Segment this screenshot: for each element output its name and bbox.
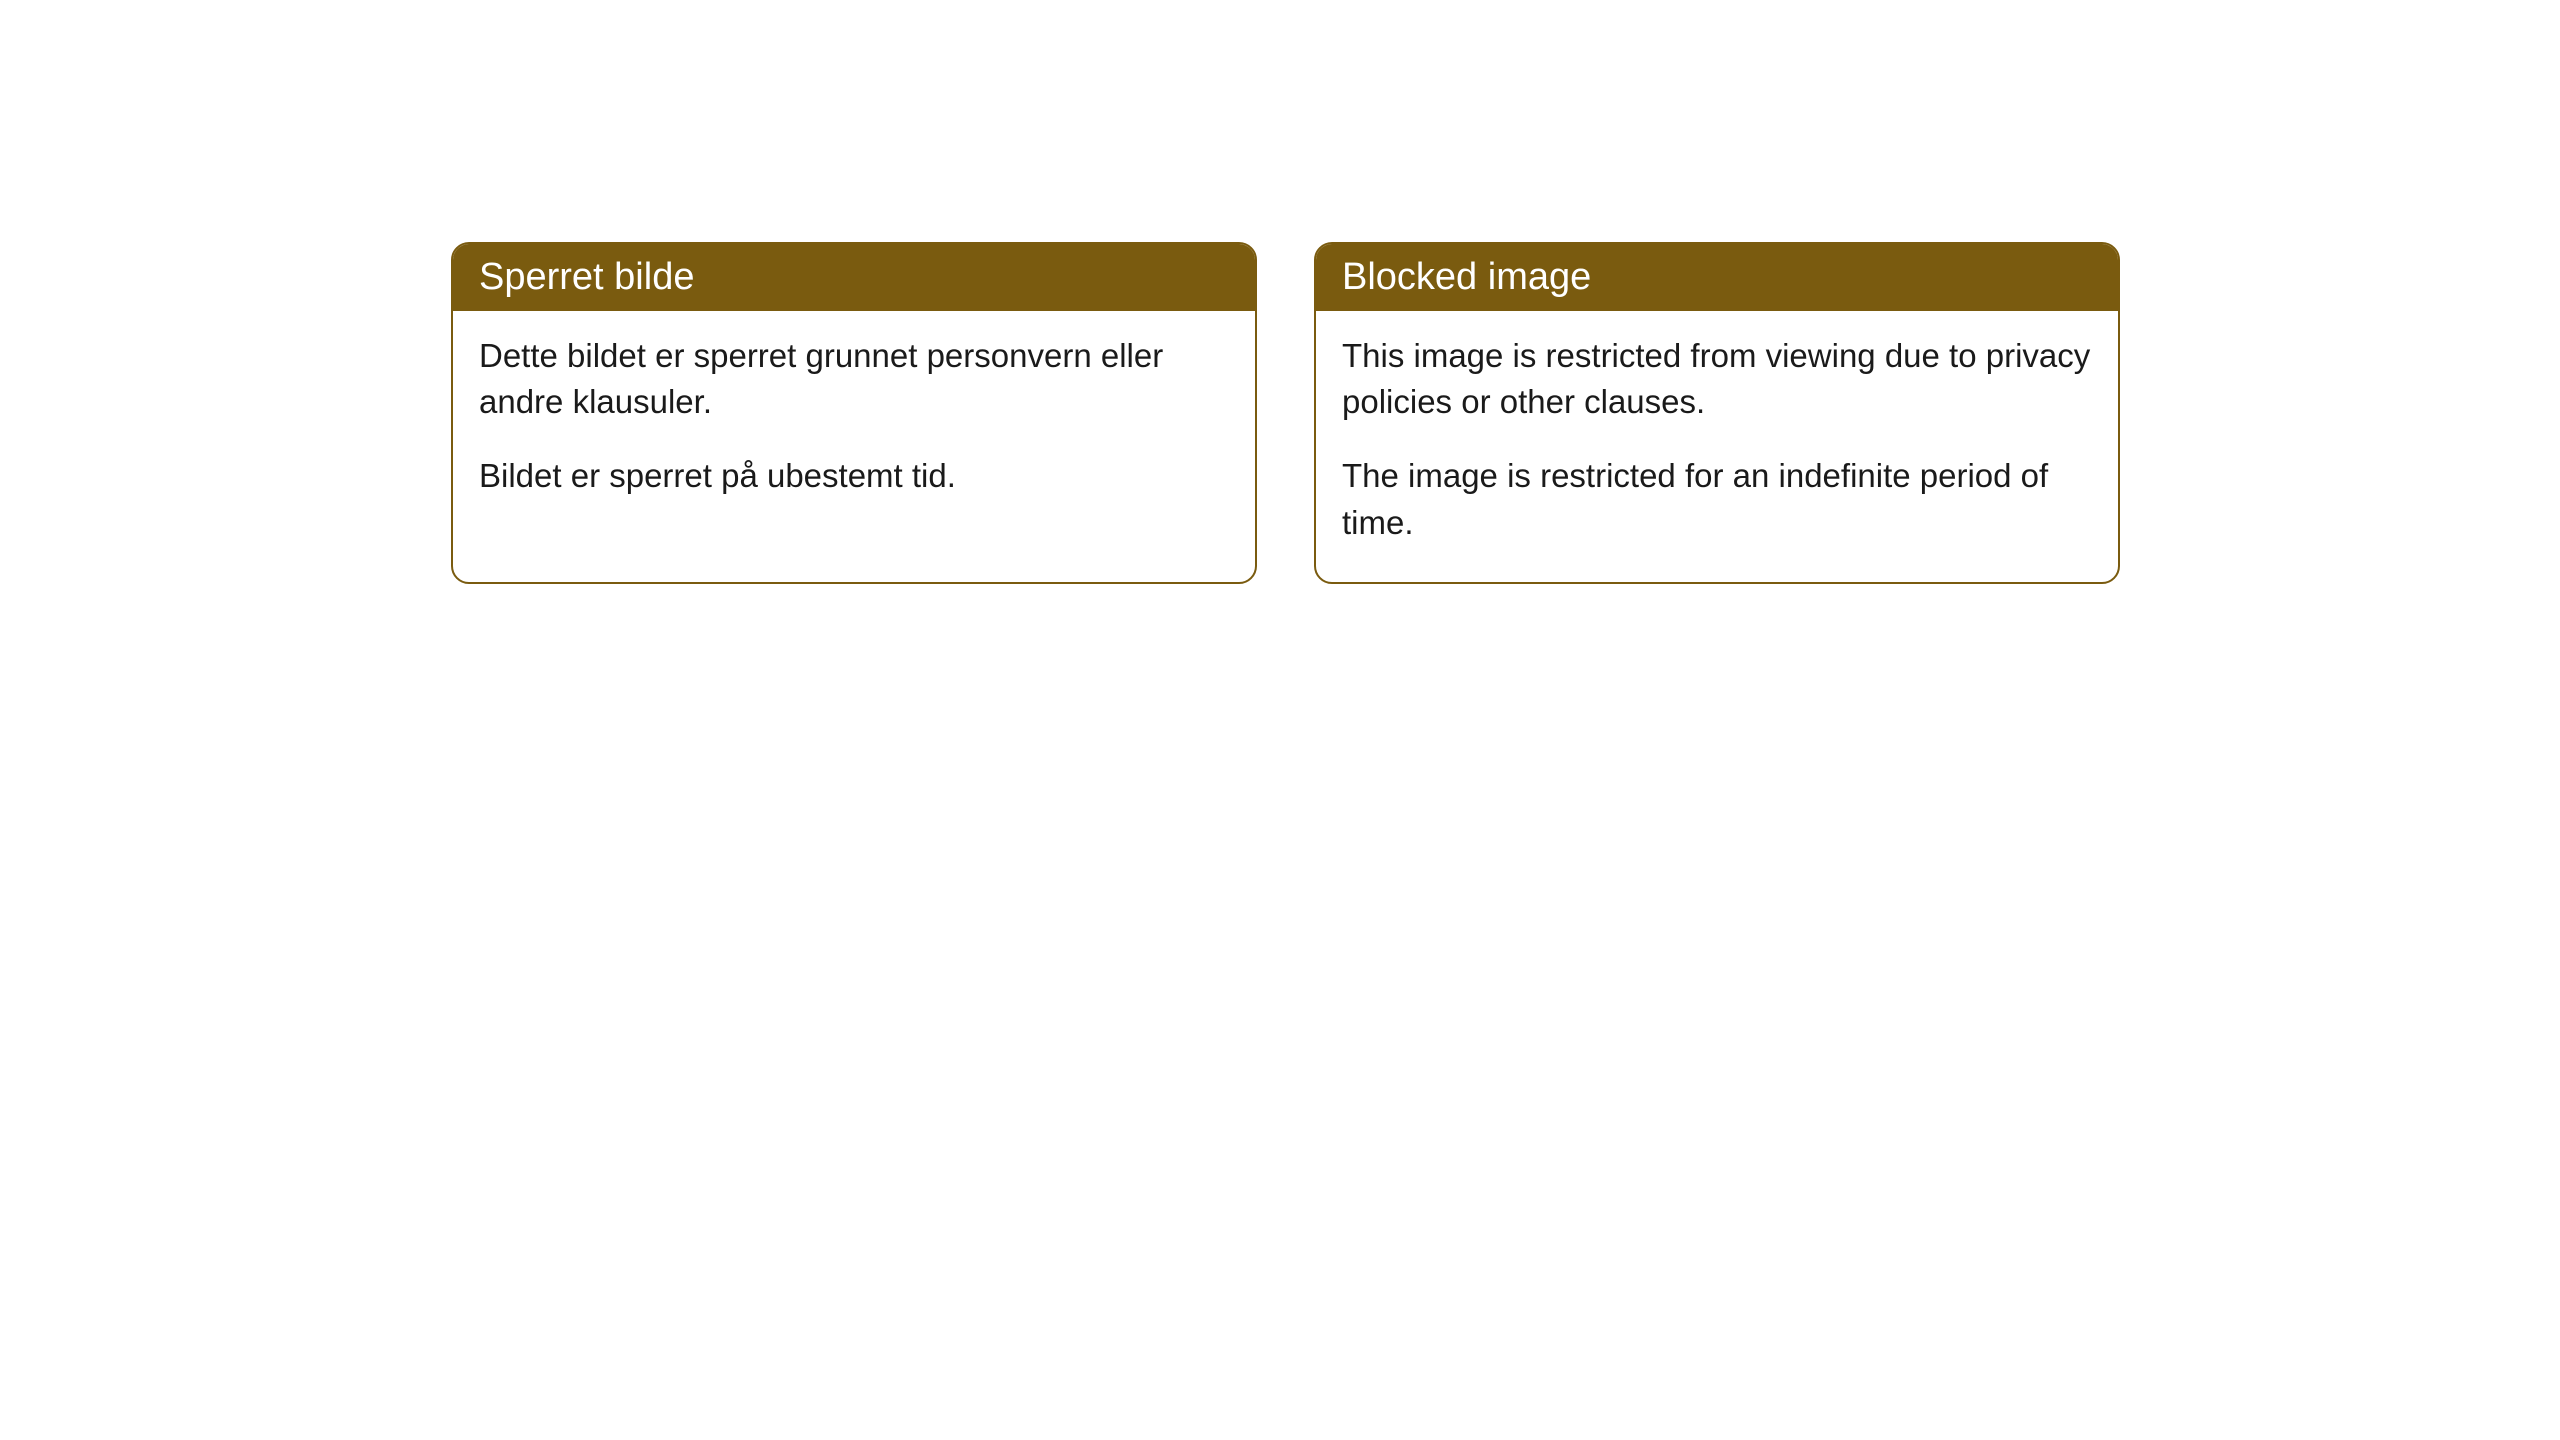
card-paragraph: Dette bildet er sperret grunnet personve… <box>479 333 1229 425</box>
card-paragraph: This image is restricted from viewing du… <box>1342 333 2092 425</box>
card-body: Dette bildet er sperret grunnet personve… <box>453 311 1255 536</box>
notice-card-english: Blocked image This image is restricted f… <box>1314 242 2120 584</box>
card-paragraph: Bildet er sperret på ubestemt tid. <box>479 453 1229 499</box>
card-header: Sperret bilde <box>453 244 1255 311</box>
card-paragraph: The image is restricted for an indefinit… <box>1342 453 2092 545</box>
card-title: Blocked image <box>1342 256 1591 298</box>
card-title: Sperret bilde <box>479 256 694 298</box>
card-body: This image is restricted from viewing du… <box>1316 311 2118 582</box>
notice-card-norwegian: Sperret bilde Dette bildet er sperret gr… <box>451 242 1257 584</box>
card-header: Blocked image <box>1316 244 2118 311</box>
notice-container: Sperret bilde Dette bildet er sperret gr… <box>451 242 2120 584</box>
